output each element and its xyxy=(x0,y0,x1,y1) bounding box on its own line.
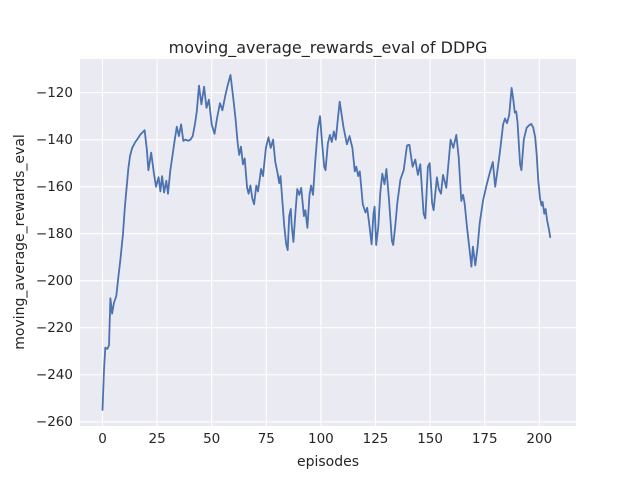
x-axis-label: episodes xyxy=(296,454,360,470)
y-tick-label: −220 xyxy=(35,319,73,336)
y-tick-label: −180 xyxy=(35,225,73,242)
x-tick-label: 0 xyxy=(98,431,107,447)
x-tick-label: 200 xyxy=(526,431,553,447)
y-axis-label: moving_average_rewards_eval xyxy=(12,134,28,350)
y-tick-label: −200 xyxy=(35,272,73,289)
axes-background xyxy=(80,59,576,426)
series-line-moving_average_rewards_eval xyxy=(101,74,552,411)
x-tick-label: 75 xyxy=(257,431,275,447)
x-tick-label: 125 xyxy=(362,431,389,447)
y-tick-label: −120 xyxy=(35,84,73,101)
x-tick-label: 150 xyxy=(417,431,443,447)
x-tick-label: 100 xyxy=(308,431,334,447)
chart-title: moving_average_rewards_eval of DDPG xyxy=(168,38,488,57)
y-tick-label: −240 xyxy=(35,366,73,383)
y-tick-label: −160 xyxy=(35,178,73,195)
y-tick-label: −260 xyxy=(35,413,73,430)
x-tick-label: 25 xyxy=(148,431,166,447)
x-tick-label: 175 xyxy=(471,431,498,447)
x-tick-label: 50 xyxy=(203,431,221,447)
y-tick-label: −140 xyxy=(35,131,73,148)
